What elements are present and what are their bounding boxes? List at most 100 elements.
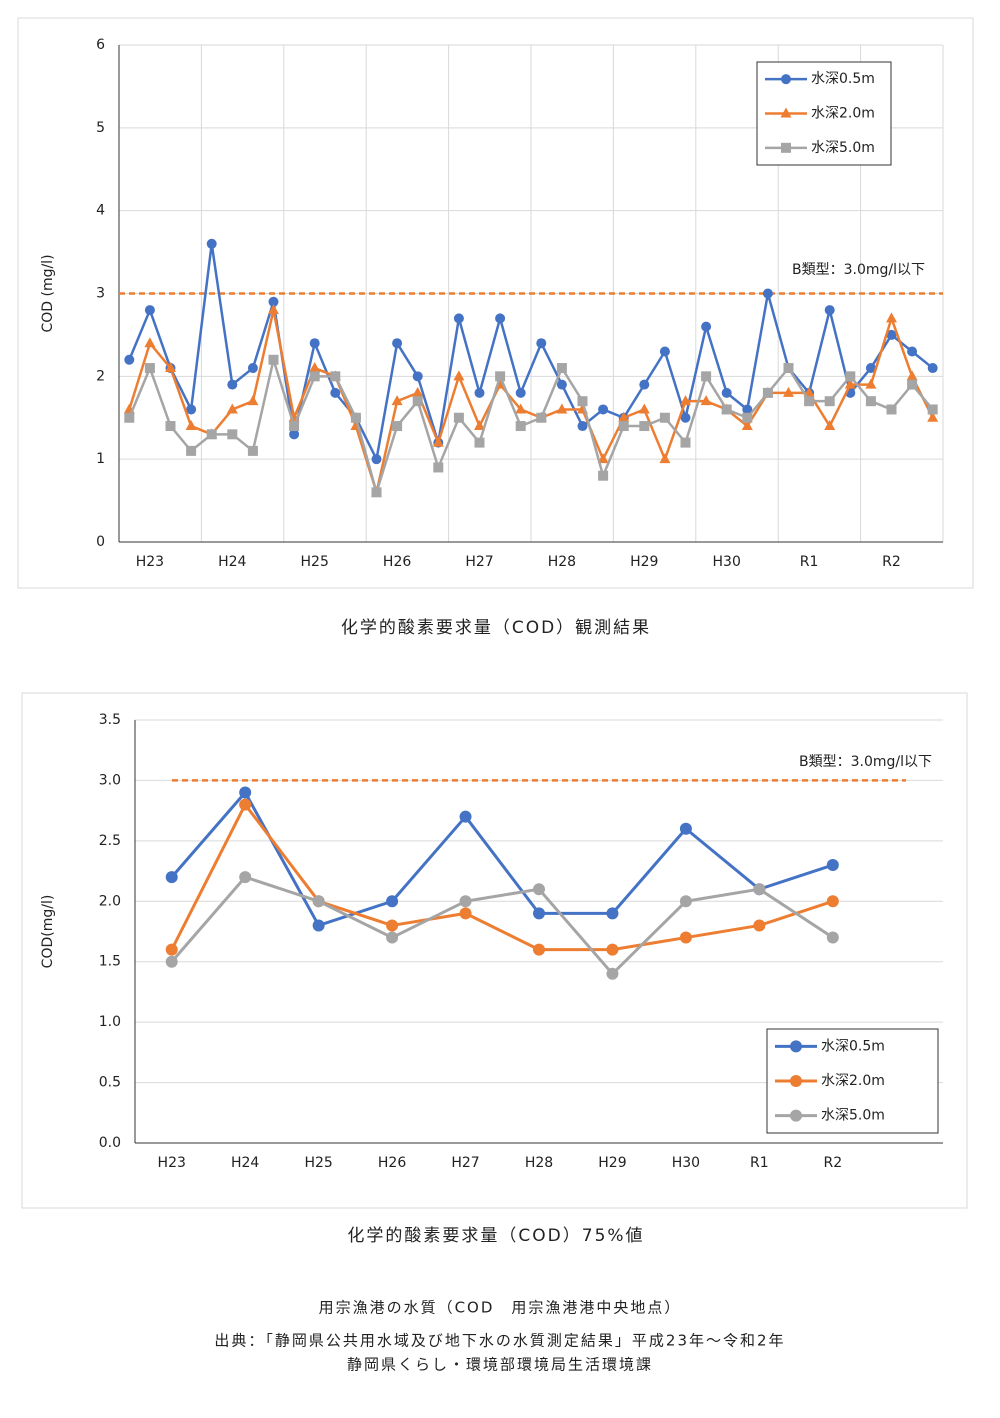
marker [639,421,650,432]
marker [556,363,567,374]
marker [392,421,403,432]
legend-marker [790,1109,802,1122]
series-line [128,242,934,461]
marker [753,883,766,896]
marker [906,370,918,381]
marker [453,370,465,381]
marker [742,412,753,423]
marker [907,379,918,390]
marker [886,329,897,340]
legend-label: 水深2.0m [811,106,875,122]
marker [226,403,238,414]
marker [783,386,794,397]
marker [556,403,568,414]
marker [268,296,279,307]
marker [186,404,197,415]
marker [679,822,692,835]
marker [606,907,619,920]
marker [886,312,897,323]
legend-marker [781,74,791,85]
marker [680,412,691,423]
y-tick-label: 0 [96,534,105,550]
marker [289,421,300,432]
marker [927,404,938,415]
y-tick-label: 3 [96,286,105,302]
marker [309,371,320,382]
marker [495,371,506,382]
marker [453,412,464,423]
marker [606,967,619,980]
footer-source: 出典：「静岡県公共用水域及び地下水の水質測定結果」平成23年～令和2年 [214,1332,785,1350]
marker [515,421,526,432]
marker [330,387,341,398]
marker [350,412,361,423]
marker [659,412,670,423]
legend-marker [781,142,791,153]
x-tick-label: H24 [231,1155,259,1171]
marker [680,437,691,448]
x-tick-label: H25 [304,1155,332,1171]
marker [700,395,712,406]
marker [606,943,619,956]
marker [330,371,341,382]
x-tick-label: H29 [630,554,658,570]
marker [886,404,897,415]
legend-label: 水深5.0m [821,1108,885,1124]
x-tick-label: H26 [383,554,411,570]
marker [536,412,547,423]
marker [312,919,325,932]
marker [412,396,423,407]
series-line [128,358,934,494]
marker [371,454,382,465]
marker [721,404,732,415]
marker [927,411,939,422]
marker [753,919,766,932]
marker [679,931,692,944]
marker [144,305,155,316]
marker [165,943,178,956]
marker [701,371,712,382]
y-tick-label: 1.5 [99,954,121,970]
legend-label: 水深0.5m [821,1038,885,1054]
marker [474,420,485,431]
marker [533,907,545,920]
marker [865,396,876,407]
y-tick-label: 6 [96,37,105,53]
y-tick-label: 1 [96,451,105,467]
marker [474,437,485,448]
marker [412,371,423,382]
marker [659,453,671,464]
marker [533,943,545,956]
legend-label: 水深0.5m [811,71,875,87]
marker [826,895,839,908]
marker [577,421,588,432]
marker [459,895,472,908]
x-tick-label: H30 [713,554,741,570]
legend-label: 水深5.0m [811,140,875,156]
marker [844,378,856,389]
chart-caption: 化学的酸素要求量（COD）75%値 [347,1226,644,1246]
marker [391,395,403,406]
x-tick-label: H27 [451,1155,479,1171]
reference-label: B類型：3.0mg/l以下 [792,262,925,278]
x-tick-label: H28 [548,554,576,570]
marker [845,371,856,382]
x-tick-label: H24 [218,554,246,570]
chart-frame [21,692,968,1209]
x-tick-label: H28 [525,1155,553,1171]
marker [239,786,252,799]
marker [618,421,629,432]
marker [824,396,835,407]
marker [598,404,609,415]
y-tick-label: 5 [96,120,105,136]
marker [826,859,839,872]
legend-marker [790,1075,802,1087]
reference-label: B類型：3.0mg/l以下 [799,754,932,770]
marker [247,395,259,406]
marker [826,931,839,944]
marker [639,379,650,390]
series-line [170,791,834,927]
marker [432,436,444,447]
legend-marker [780,107,792,118]
marker [618,411,630,422]
